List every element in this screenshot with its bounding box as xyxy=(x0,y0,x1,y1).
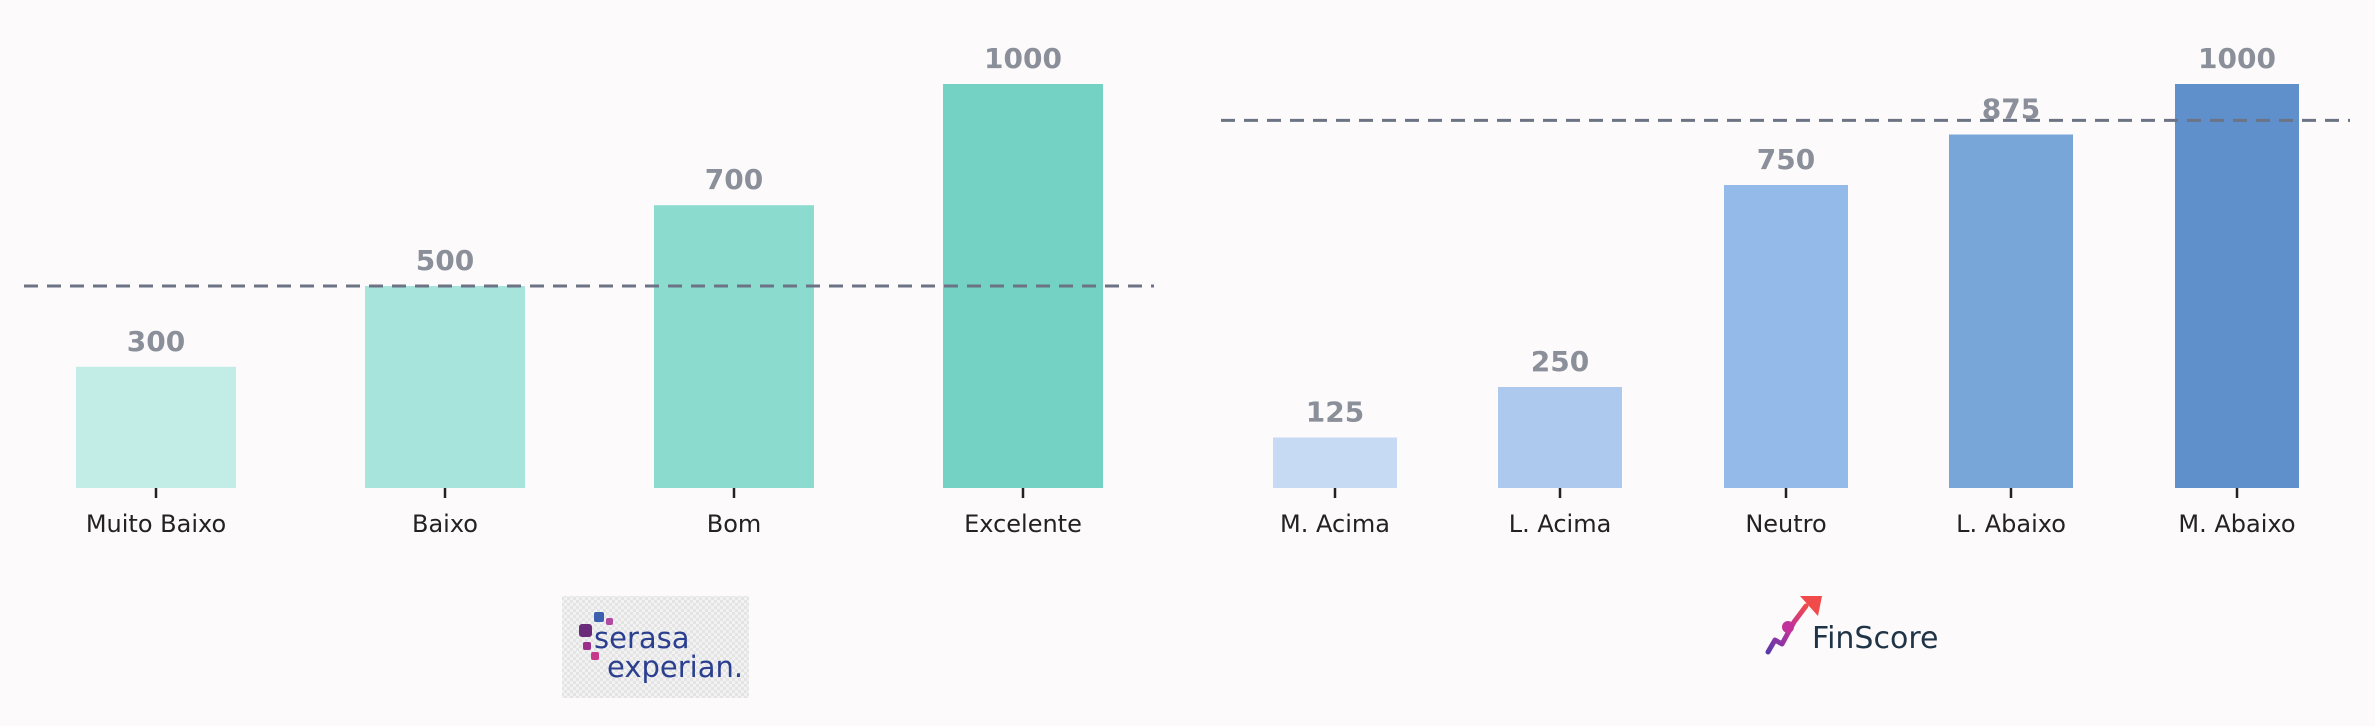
bar-m-acima xyxy=(1273,437,1397,488)
bar-muito-baixo xyxy=(76,366,236,488)
bar-l-abaixo xyxy=(1949,134,2073,488)
bar-l-acima xyxy=(1498,387,1622,488)
value-label: 700 xyxy=(705,163,763,196)
value-label: 750 xyxy=(1757,143,1815,176)
finscore-logo-text: FinScore xyxy=(1812,621,1938,656)
value-label: 125 xyxy=(1306,396,1364,429)
value-label: 1000 xyxy=(984,42,1062,75)
bar-m-abaixo xyxy=(2175,84,2299,488)
x-tick-label: M. Abaixo xyxy=(2178,510,2295,538)
value-label: 1000 xyxy=(2198,42,2276,75)
value-label: 500 xyxy=(416,244,474,277)
x-tick-label: L. Abaixo xyxy=(1956,510,2066,538)
x-tick-label: Bom xyxy=(707,510,762,538)
bar-baixo xyxy=(365,286,525,488)
chart-panel-1: 300 Muito Baixo 500 Baixo 700 Bom 1000 Excelent… xyxy=(24,42,1154,538)
x-tick-label: Neutro xyxy=(1745,510,1826,538)
x-tick-label: Excelente xyxy=(964,510,1082,538)
value-label: 300 xyxy=(127,325,185,358)
x-tick-label: L. Acima xyxy=(1509,510,1612,538)
serasa-logo-text: serasa xyxy=(594,621,690,655)
x-tick-label: Muito Baixo xyxy=(86,510,226,538)
value-label: 250 xyxy=(1531,345,1589,378)
x-tick-label: Baixo xyxy=(412,510,478,538)
bar-bom xyxy=(654,205,814,488)
x-tick-label: M. Acima xyxy=(1280,510,1390,538)
serasa-experian-logo: serasa experian. xyxy=(562,596,749,698)
experian-logo-text: experian. xyxy=(607,650,743,684)
bar-neutro xyxy=(1724,185,1848,488)
finscore-logo: FinScore xyxy=(1765,596,1938,656)
